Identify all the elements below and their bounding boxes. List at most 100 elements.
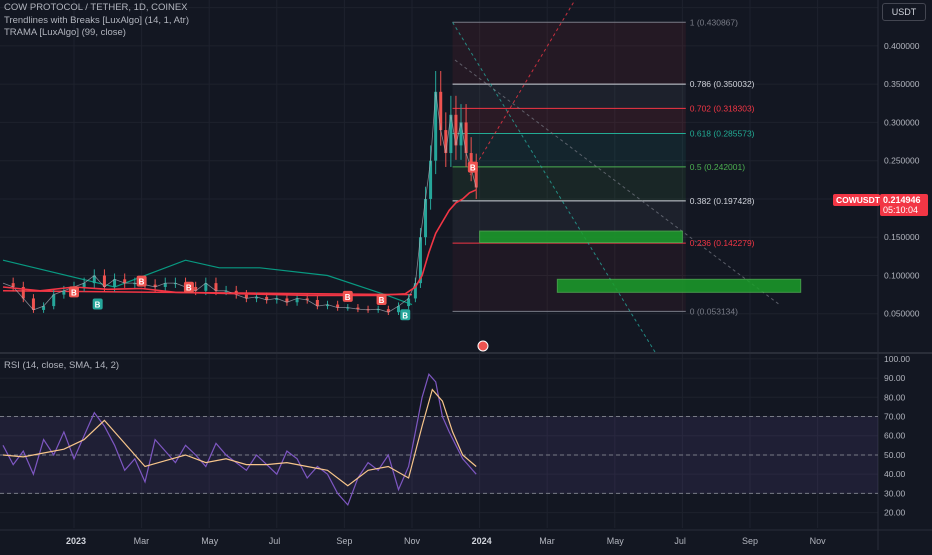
- fib-level-label: 0.702 (0.318303): [690, 103, 755, 113]
- break-label: [183, 281, 194, 293]
- price-candle: [469, 153, 473, 169]
- time-axis-label: Nov: [810, 536, 827, 546]
- price-candle: [52, 294, 56, 307]
- price-candle: [285, 298, 289, 303]
- price-candle: [92, 275, 96, 284]
- rsi-axis-label: 60.00: [884, 431, 906, 441]
- price-candle: [305, 298, 309, 300]
- price-candle: [424, 198, 428, 238]
- time-axis-label: May: [607, 536, 625, 546]
- event-flag-icon: [477, 340, 489, 352]
- price-candle: [454, 114, 458, 146]
- price-candle: [413, 283, 417, 299]
- currency-button[interactable]: USDT: [882, 3, 926, 21]
- time-axis-label: Jul: [674, 536, 686, 546]
- price-candle: [11, 283, 15, 287]
- target-zone: [479, 230, 683, 244]
- time-axis-label: Nov: [404, 536, 421, 546]
- price-axis-label: 0.150000: [884, 232, 920, 242]
- break-label-text: B: [186, 284, 192, 293]
- last-price-tag: 0.214946 05:10:04: [880, 194, 928, 216]
- price-candle: [214, 283, 218, 291]
- price-candle: [31, 298, 35, 310]
- price-candle: [459, 122, 463, 146]
- break-label-text: B: [345, 293, 351, 302]
- price-axis-label: 0.400000: [884, 41, 920, 51]
- fib-zone: [452, 108, 686, 134]
- rsi-axis-label: 40.00: [884, 469, 906, 479]
- price-candle: [326, 304, 329, 307]
- trendline-upper: [2, 259, 413, 306]
- time-axis-label: May: [201, 536, 219, 546]
- rsi-axis-label: 30.00: [884, 488, 906, 498]
- time-axis-label: Mar: [539, 536, 555, 546]
- price-candle: [386, 309, 390, 313]
- fib-trend-line: [452, 22, 656, 353]
- fib-level-label: 0.236 (0.142279): [690, 238, 755, 248]
- time-axis-label: Mar: [134, 536, 150, 546]
- symbol-tag-label: COWUSDT: [836, 195, 880, 205]
- break-label: [92, 298, 103, 310]
- fib-zone: [452, 243, 686, 312]
- price-candle: [82, 283, 86, 287]
- price-candle: [133, 283, 137, 285]
- rsi-axis-label: 20.00: [884, 508, 906, 518]
- price-axis-label: 0.100000: [884, 270, 920, 280]
- price-candle: [244, 294, 248, 299]
- break-label: [376, 293, 387, 305]
- price-candle: [346, 307, 350, 309]
- break-label-text: B: [379, 296, 385, 305]
- price-candle: [376, 309, 380, 311]
- price-candle: [407, 298, 411, 307]
- time-axis-label: Sep: [742, 536, 758, 546]
- price-candle: [396, 306, 400, 313]
- symbol-price-tag: COWUSDT: [833, 194, 880, 206]
- price-candle: [21, 286, 25, 299]
- price-candle: [265, 296, 269, 300]
- target-zone: [556, 278, 802, 293]
- fib-zone: [452, 133, 686, 167]
- fib-level-label: 0 (0.053134): [690, 306, 738, 316]
- price-line: [2, 91, 477, 313]
- price-candle: [336, 304, 340, 308]
- price-candle: [113, 279, 117, 287]
- break-label: [342, 290, 353, 302]
- price-candle: [295, 298, 299, 303]
- indicator-legend-trama: TRAMA [LuxAlgo] (99, close): [4, 27, 126, 38]
- break-label-text: B: [95, 301, 101, 310]
- price-candle: [474, 168, 478, 188]
- price-candle: [434, 91, 438, 161]
- price-candle: [224, 290, 228, 292]
- price-candle: [62, 290, 66, 295]
- price-candle: [439, 91, 443, 131]
- rsi-axis-label: 90.00: [884, 373, 906, 383]
- price-candle: [42, 306, 46, 310]
- price-candle: [194, 286, 198, 291]
- last-price-value: 0.214946: [883, 195, 921, 205]
- rsi-axis-label: 80.00: [884, 392, 906, 402]
- price-candle: [444, 130, 448, 154]
- price-candle: [464, 122, 468, 154]
- break-label-text: B: [71, 288, 77, 297]
- bar-countdown: 05:10:04: [883, 205, 919, 215]
- price-candle: [123, 279, 127, 284]
- fib-level-label: 0.618 (0.285573): [690, 128, 755, 138]
- fib-zone: [452, 166, 686, 201]
- symbol-legend: COW PROTOCOL / TETHER, 1D, COINEX: [4, 2, 188, 13]
- fib-zone: [452, 84, 686, 109]
- fib-level-label: 0.382 (0.197428): [690, 196, 755, 206]
- break-label: [69, 286, 79, 298]
- price-candle: [153, 284, 157, 287]
- price-candle: [356, 307, 360, 310]
- rsi-axis-label: 70.00: [884, 412, 906, 422]
- price-candle: [449, 114, 453, 154]
- price-candle: [418, 237, 422, 284]
- price-candle: [234, 290, 238, 295]
- rsi-legend: RSI (14, close, SMA, 14, 2): [4, 360, 120, 371]
- break-label-text: B: [402, 311, 408, 320]
- time-axis-label: Sep: [336, 536, 352, 546]
- rsi-axis-label: 100.00: [884, 354, 910, 364]
- price-axis-label: 0.250000: [884, 156, 920, 166]
